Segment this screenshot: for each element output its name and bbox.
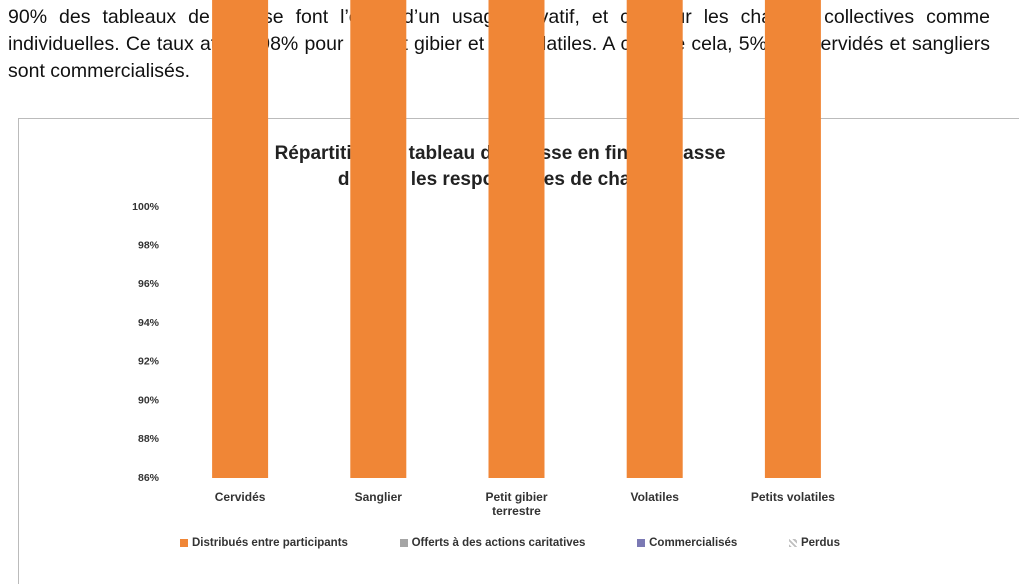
legend-item: Perdus	[788, 537, 840, 549]
x-tick-label: Sanglier	[354, 490, 402, 504]
bar-segment	[212, 0, 269, 478]
y-tick-label: 100%	[132, 201, 160, 213]
legend-item: Commercialisés	[637, 537, 737, 549]
bar-segment	[350, 0, 407, 478]
y-tick-label: 94%	[138, 317, 160, 329]
legend-item: Distribués entre participants	[180, 537, 348, 549]
x-tick-label: Cervidés	[214, 490, 266, 504]
legend-label: Offerts à des actions caritatives	[411, 537, 586, 549]
legend-swatch	[788, 539, 797, 547]
bar-segment	[764, 0, 821, 478]
legend-label: Distribués entre participants	[192, 537, 348, 549]
y-tick-label: 98%	[138, 239, 160, 251]
y-tick-label: 86%	[138, 472, 160, 484]
y-tick-label: 96%	[138, 278, 160, 290]
x-tick-label: Petit gibier terrestre	[485, 490, 548, 518]
y-tick-label: 88%	[138, 433, 160, 445]
y-tick-label: 92%	[138, 356, 160, 368]
legend-swatch	[637, 539, 646, 547]
y-tick-label: 90%	[138, 394, 160, 406]
x-tick-label: Petits volatiles	[750, 490, 835, 504]
legend-label: Perdus	[800, 537, 840, 549]
bar-segment	[488, 0, 545, 478]
legend: Distribués entre participants Offerts à d…	[180, 537, 840, 549]
bar-segment	[626, 0, 683, 478]
legend-swatch	[180, 539, 188, 547]
legend-item: Offerts à des actions caritatives	[399, 537, 586, 549]
legend-swatch	[399, 539, 408, 547]
x-tick-label: Volatiles	[630, 490, 679, 504]
legend-label: Commercialisés	[649, 537, 738, 549]
